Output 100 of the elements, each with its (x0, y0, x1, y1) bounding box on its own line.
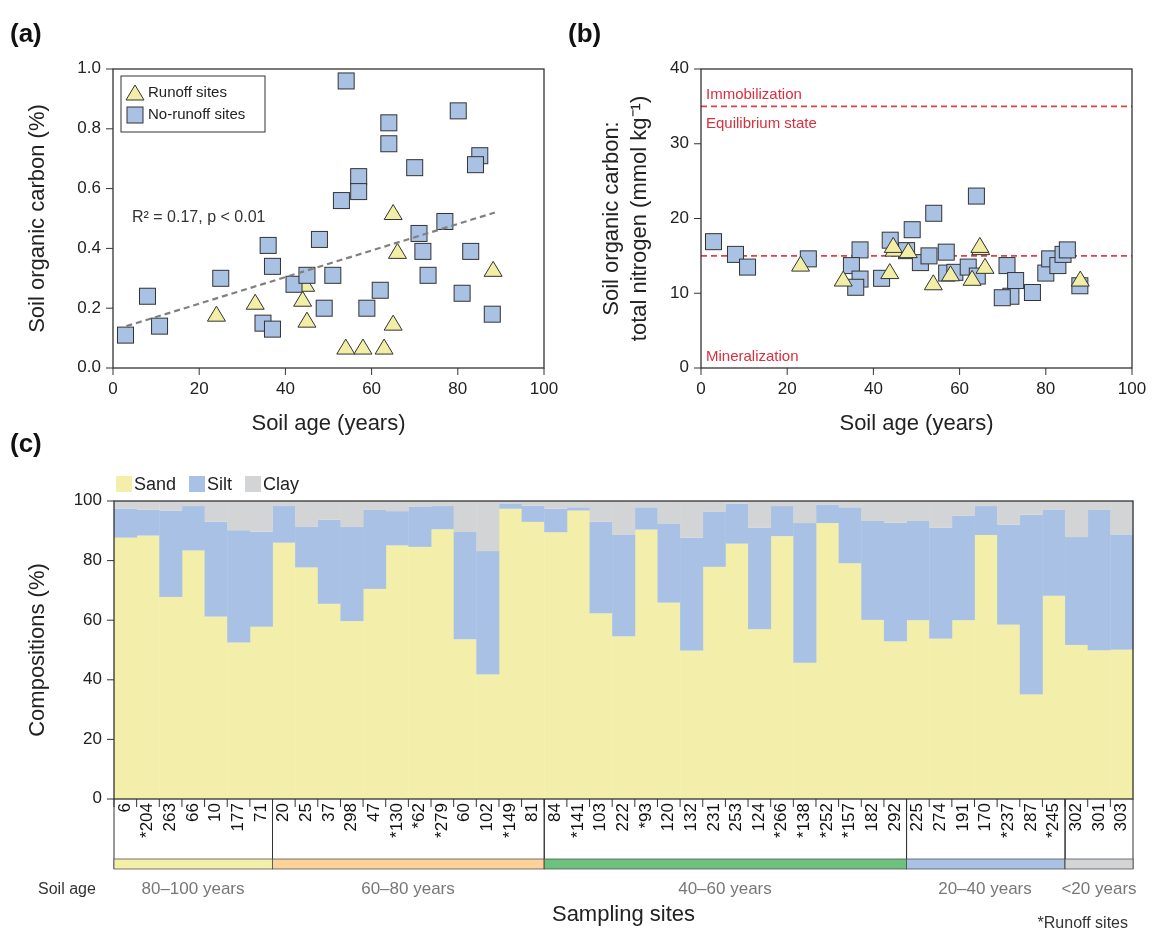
x-tick-label: 25 (295, 803, 315, 822)
x-tick-label: 20 (189, 379, 209, 398)
x-tick-label: 40 (863, 379, 883, 398)
point (353, 338, 373, 355)
point (315, 299, 333, 317)
x-tick-label: 80 (1036, 379, 1056, 398)
y-tick-label: 100 (73, 490, 102, 510)
point (263, 320, 281, 338)
x-tick-label: 37 (318, 803, 338, 822)
point (705, 233, 722, 251)
point (453, 284, 471, 302)
y-tick-label: 80 (83, 550, 102, 570)
legend-label: Runoff sites (148, 82, 227, 100)
x-tick-label: 120 (658, 803, 678, 832)
legend-label: Clay (263, 473, 300, 494)
chart-title: (b) (568, 18, 602, 48)
point (833, 270, 853, 287)
point (138, 287, 156, 305)
y-tick-label: 40 (83, 669, 102, 689)
point (941, 265, 961, 282)
point (206, 305, 226, 322)
point (851, 241, 869, 259)
y-tick-label: 0.8 (77, 118, 101, 138)
y-tick-label: 60 (83, 609, 102, 629)
point (903, 221, 921, 239)
x-tick-label: 263 (160, 803, 180, 832)
x-tick-label: 298 (341, 803, 361, 832)
x-tick-label: 47 (363, 803, 383, 822)
x-tick-label: *93 (635, 803, 655, 829)
annotation: Mineralization (706, 347, 799, 364)
x-axis-title: Sampling sites (551, 901, 696, 926)
point (212, 269, 230, 287)
x-tick-label: 222 (612, 803, 632, 832)
point (151, 317, 169, 335)
y-axis-title: Compositions (%) (23, 563, 49, 737)
x-tick-label: 287 (1020, 803, 1040, 832)
point (880, 263, 900, 280)
x-tick-label: 84 (545, 803, 565, 822)
point (336, 338, 356, 355)
point (117, 326, 134, 344)
y-tick-label: 0 (679, 357, 689, 377)
point (310, 230, 328, 248)
point (1058, 241, 1076, 259)
text: 80–100 years (141, 879, 245, 898)
x-tick-label: 170 (975, 803, 995, 832)
point (483, 305, 501, 323)
point (406, 159, 424, 177)
annotation: Equilibrium state (706, 114, 817, 131)
point (923, 274, 943, 291)
x-tick-label: *266 (771, 803, 791, 838)
x-tick-label: 301 (1088, 803, 1108, 832)
text: *Runoff sites (1037, 914, 1128, 931)
x-tick-label: 66 (182, 803, 202, 822)
point (259, 236, 277, 254)
x-tick-label: 124 (748, 803, 768, 832)
y-tick-label: 10 (670, 282, 689, 302)
y-tick-label: 1.0 (77, 58, 101, 78)
point (350, 183, 368, 201)
y-tick-label: 20 (83, 728, 102, 748)
point (324, 266, 342, 284)
x-axis-title: Soil age (years) (251, 410, 406, 435)
x-tick-label: 103 (590, 803, 610, 832)
x-tick-label: 177 (228, 803, 248, 832)
point (1023, 284, 1041, 301)
x-tick-label: *252 (816, 803, 836, 838)
x-tick-label: *204 (137, 803, 157, 838)
point (449, 102, 467, 120)
point (1007, 272, 1025, 290)
point (483, 260, 503, 277)
x-tick-label: *130 (386, 803, 406, 838)
point (387, 242, 407, 259)
point (998, 257, 1016, 275)
x-tick-label: 182 (862, 803, 882, 832)
point (358, 299, 376, 317)
x-tick-label: 60 (950, 379, 970, 398)
point (263, 257, 281, 275)
x-tick-label: 0 (108, 379, 118, 398)
x-tick-label: *62 (409, 803, 429, 829)
point (298, 266, 316, 284)
x-tick-label: 6 (114, 803, 134, 813)
point (462, 242, 480, 260)
x-tick-label: 10 (205, 803, 225, 822)
x-tick-label: *157 (839, 803, 859, 838)
point (791, 255, 811, 272)
x-tick-label: 274 (930, 803, 950, 832)
y-axis-title: Soil organic carbon: total nitrogen (mmol kg⁻¹) (597, 95, 651, 342)
point (371, 281, 389, 299)
y-tick-label: 0.2 (77, 297, 101, 317)
text: 40–60 years (678, 879, 772, 898)
x-tick-label: *138 (794, 803, 814, 838)
y-tick-label: 0.6 (77, 178, 101, 198)
x-tick-label: 0 (696, 379, 706, 398)
point (414, 242, 432, 260)
x-tick-label: 303 (1111, 803, 1131, 832)
point (380, 135, 398, 153)
text: 20–40 years (938, 879, 1032, 898)
point (937, 243, 955, 261)
point (993, 289, 1011, 307)
point (245, 293, 265, 310)
x-tick-label: 292 (884, 803, 904, 832)
